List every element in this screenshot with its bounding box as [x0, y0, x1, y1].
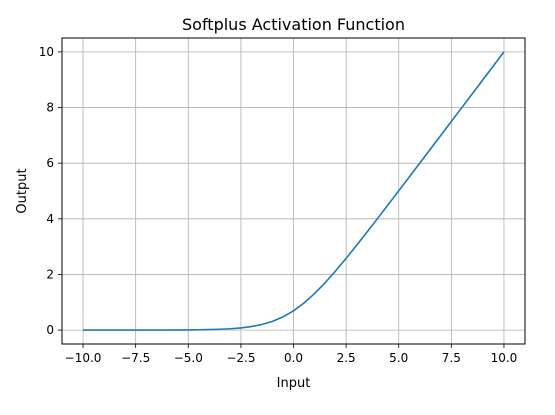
axis-ticks: −10.0 −7.5 −5.0 −2.5 0.0 2.5 5.0 7.5 10.0 0 2 4 6 8 10: [39, 45, 518, 365]
x-tick-label: 0.0: [284, 351, 303, 365]
y-tick-label: 2: [46, 267, 54, 281]
x-tick-label: −5.0: [174, 351, 203, 365]
x-tick-label: 10.0: [491, 351, 518, 365]
y-tick-label: 6: [46, 156, 54, 170]
softplus-series-line: [83, 51, 505, 331]
series-layer: [83, 51, 505, 331]
y-tick-label: 0: [46, 323, 54, 337]
grid-lines: [62, 38, 525, 344]
y-axis-label: Output: [15, 168, 30, 213]
x-tick-label: 5.0: [389, 351, 408, 365]
y-tick-label: 8: [46, 101, 54, 115]
y-tick-label: 10: [39, 45, 54, 59]
x-tick-label: −7.5: [121, 351, 150, 365]
chart-title: Softplus Activation Function: [182, 15, 405, 34]
x-axis-label: Input: [277, 376, 311, 391]
y-tick-label: 4: [46, 212, 54, 226]
x-tick-label: 2.5: [337, 351, 356, 365]
x-tick-label: 7.5: [442, 351, 461, 365]
x-tick-label: −2.5: [226, 351, 255, 365]
x-tick-label: −10.0: [65, 351, 102, 365]
